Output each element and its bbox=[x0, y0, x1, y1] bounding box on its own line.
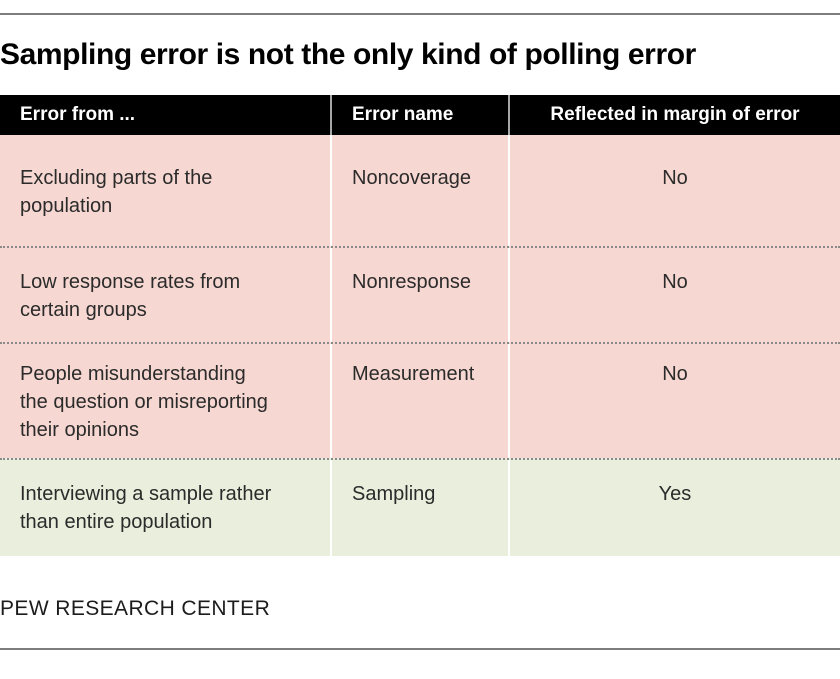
cell-error-from: Interviewing a sample rather than entire… bbox=[20, 483, 272, 533]
cell-error-from: Low response rates from certain groups bbox=[20, 271, 241, 321]
table-row-noncoverage: Excluding parts of the population Noncov… bbox=[0, 135, 840, 246]
cell-reflected: No bbox=[508, 135, 840, 246]
cell-error-name: Sampling bbox=[330, 460, 508, 556]
cell-reflected: Yes bbox=[508, 460, 840, 556]
polling-error-table: Error from ... Error name Reflected in m… bbox=[0, 95, 840, 556]
column-header-error-from: Error from ... bbox=[20, 104, 136, 125]
cell-error-name: Measurement bbox=[330, 344, 508, 458]
table-header-row: Error from ... Error name Reflected in m… bbox=[0, 95, 840, 135]
top-divider bbox=[0, 13, 840, 15]
table-row-nonresponse: Low response rates from certain groups N… bbox=[0, 246, 840, 342]
infographic-page: Sampling error is not the only kind of p… bbox=[0, 13, 840, 650]
cell-error-from: Excluding parts of the population bbox=[20, 167, 213, 217]
column-header-error-name: Error name bbox=[330, 95, 508, 135]
page-title: Sampling error is not the only kind of p… bbox=[0, 38, 696, 71]
table-row-sampling: Interviewing a sample rather than entire… bbox=[0, 458, 840, 556]
cell-error-name: Noncoverage bbox=[330, 135, 508, 246]
cell-reflected: No bbox=[508, 344, 840, 458]
column-header-reflected-in-margin: Reflected in margin of error bbox=[508, 95, 840, 135]
cell-reflected: No bbox=[508, 248, 840, 342]
table-row-measurement: People misunderstanding the question or … bbox=[0, 342, 840, 458]
bottom-divider bbox=[0, 648, 840, 650]
source-brand: PEW RESEARCH CENTER bbox=[0, 597, 271, 620]
cell-error-from: People misunderstanding the question or … bbox=[20, 363, 268, 441]
cell-error-name: Nonresponse bbox=[330, 248, 508, 342]
